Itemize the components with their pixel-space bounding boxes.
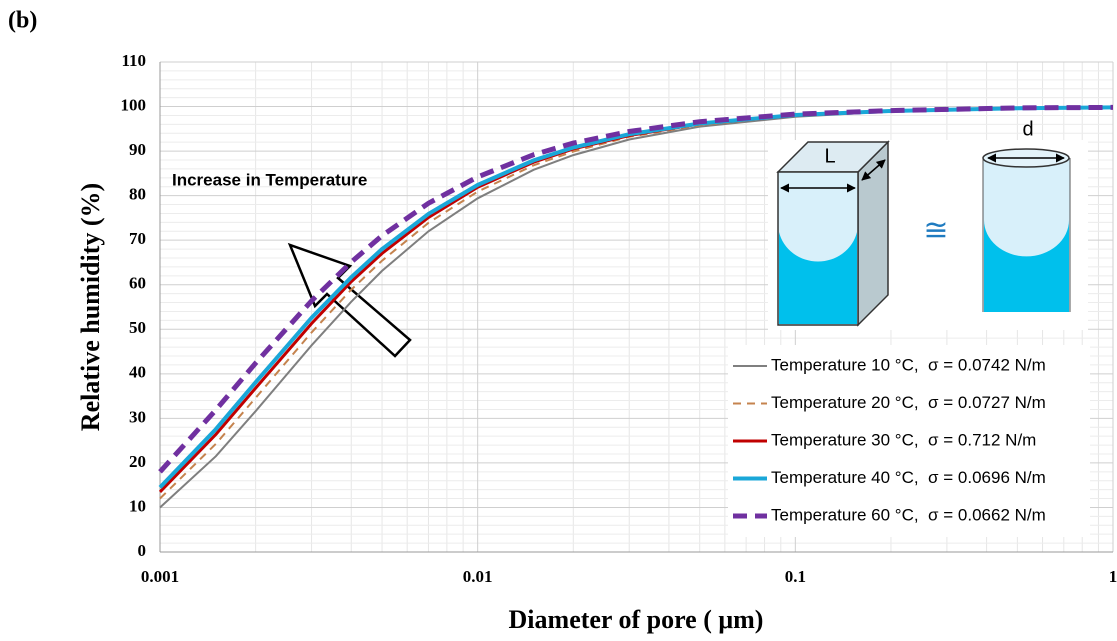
dimension-arrow (861, 159, 886, 181)
y-tick-label: 10 (129, 496, 146, 515)
cylinder-liquid (984, 220, 1069, 312)
x-axis-label: Diameter of pore ( μm) (509, 605, 764, 634)
y-tick-label: 90 (129, 140, 146, 159)
legend-label: Temperature 60 °C, σ = 0.0662 N/m (771, 505, 1046, 524)
inset-label: L (824, 145, 835, 167)
chart-title: (b) (8, 8, 37, 34)
x-tick-label: 1 (1109, 567, 1117, 586)
inset-label: d (1022, 118, 1033, 140)
y-axis-label: Relative humidity (%) (76, 183, 105, 431)
x-tick-label: 0.001 (141, 567, 179, 586)
y-tick-label: 70 (129, 229, 146, 248)
y-tick-label: 50 (129, 318, 146, 337)
x-tick-label: 0.1 (785, 567, 806, 586)
y-tick-label: 80 (129, 185, 146, 204)
series-line (158, 105, 1114, 489)
y-tick-label: 20 (129, 452, 146, 471)
legend-label: Temperature 20 °C, σ = 0.0727 N/m (771, 393, 1046, 412)
series-line (158, 104, 1114, 474)
inset-label: ≅ (923, 214, 948, 247)
y-tick-label: 30 (129, 407, 146, 426)
y-tick-label: 0 (138, 541, 147, 560)
y-tick-label: 60 (129, 274, 146, 293)
legend (728, 345, 1090, 537)
legend-label: Temperature 30 °C, σ = 0.712 N/m (771, 430, 1036, 449)
y-tick-label: 40 (129, 363, 146, 382)
annotation: Increase in Temperature (172, 170, 367, 189)
inset-diagram: L d ≅ (768, 118, 1088, 330)
x-tick-label: 0.01 (463, 567, 493, 586)
y-tick-label: 100 (121, 95, 147, 114)
y-tick-label: 110 (121, 51, 146, 70)
prism-liquid (779, 232, 857, 324)
legend-label: Temperature 10 °C, σ = 0.0742 N/m (771, 355, 1046, 374)
legend-label: Temperature 40 °C, σ = 0.0696 N/m (771, 468, 1046, 487)
